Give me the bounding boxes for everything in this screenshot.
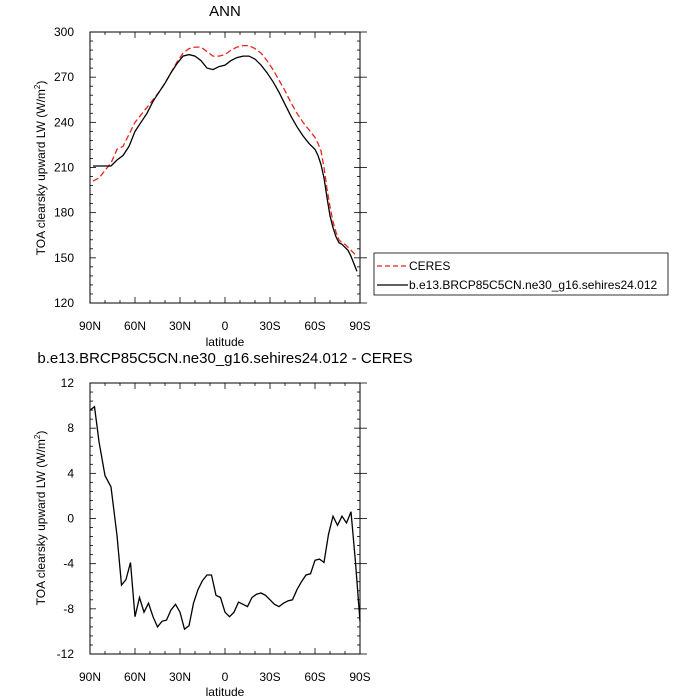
bottom-x-tick-label: 60S bbox=[304, 670, 325, 684]
bottom-y-axis-label: TOA clearsky upward LW (W/m2) bbox=[33, 431, 48, 606]
top-y-tick-label: 270 bbox=[54, 70, 74, 84]
top-y-tick-label: 150 bbox=[54, 251, 74, 265]
top-y-tick-label: 210 bbox=[54, 161, 74, 175]
bottom-y-tick-label: 4 bbox=[67, 466, 74, 480]
bottom-y-tick-label: -12 bbox=[57, 647, 75, 661]
bottom-series-line-0 bbox=[89, 405, 361, 631]
bottom-x-tick-label: 60N bbox=[124, 670, 146, 684]
top-panel: ANN 90N 60N 30N 0 30S 60S 90S 120 150 180 210 240 27… bbox=[33, 3, 669, 349]
top-x-tick-label: 0 bbox=[222, 319, 229, 333]
top-x-tick-label: 90S bbox=[349, 319, 370, 333]
bottom-x-axis-label: latitude bbox=[206, 685, 245, 699]
top-x-tick-label: 30S bbox=[259, 319, 280, 333]
bottom-panel: b.e13.BRCP85C5CN.ne30_g16.sehires24.012 … bbox=[33, 350, 413, 699]
bottom-y-tick-label: 0 bbox=[67, 512, 74, 526]
legend-label-ceres: CERES bbox=[409, 259, 450, 273]
top-plot-frame bbox=[89, 31, 361, 304]
legend: CERES b.e13.BRCP85C5CN.ne30_g16.sehires2… bbox=[373, 252, 669, 296]
top-x-tick-label: 30N bbox=[169, 319, 191, 333]
top-y-tick-label: 120 bbox=[54, 296, 74, 310]
bottom-y-tick-label: 12 bbox=[61, 376, 75, 390]
top-x-tick-label: 60S bbox=[304, 319, 325, 333]
top-x-tick-label: 60N bbox=[124, 319, 146, 333]
top-series-line-0 bbox=[92, 44, 358, 257]
bottom-x-tick-label: 30N bbox=[169, 670, 191, 684]
bottom-y-tick-label: 8 bbox=[67, 421, 74, 435]
bottom-x-tick-label: 90S bbox=[349, 670, 370, 684]
top-x-axis-label: latitude bbox=[206, 335, 245, 349]
bottom-y-tick-label: -8 bbox=[63, 602, 74, 616]
bottom-x-tick-label: 0 bbox=[222, 670, 229, 684]
top-y-axis-label: TOA clearsky upward LW (W/m2) bbox=[33, 81, 48, 256]
top-plot-area: 90N 60N 30N 0 30S 60S 90S 120 150 180 210 240 270 300 bbox=[54, 25, 371, 333]
top-chart-title: ANN bbox=[209, 3, 241, 20]
top-x-tick-label: 90N bbox=[79, 319, 101, 333]
bottom-x-tick-label: 30S bbox=[259, 670, 280, 684]
top-series-line-1 bbox=[93, 53, 358, 272]
bottom-plot-frame bbox=[89, 382, 361, 655]
bottom-y-tick-label: -4 bbox=[63, 557, 74, 571]
legend-label-model: b.e13.BRCP85C5CN.ne30_g16.sehires24.012 bbox=[409, 278, 657, 292]
bottom-plot-area: 90N 60N 30N 0 30S 60S 90S -12 -8 -4 0 4 8 12 bbox=[57, 376, 371, 684]
top-y-tick-label: 240 bbox=[54, 115, 74, 129]
bottom-x-tick-label: 90N bbox=[79, 670, 101, 684]
bottom-chart-title: b.e13.BRCP85C5CN.ne30_g16.sehires24.012 … bbox=[37, 350, 412, 367]
top-y-tick-label: 180 bbox=[54, 206, 74, 220]
top-y-tick-label: 300 bbox=[54, 25, 74, 39]
legend-box bbox=[373, 252, 669, 296]
